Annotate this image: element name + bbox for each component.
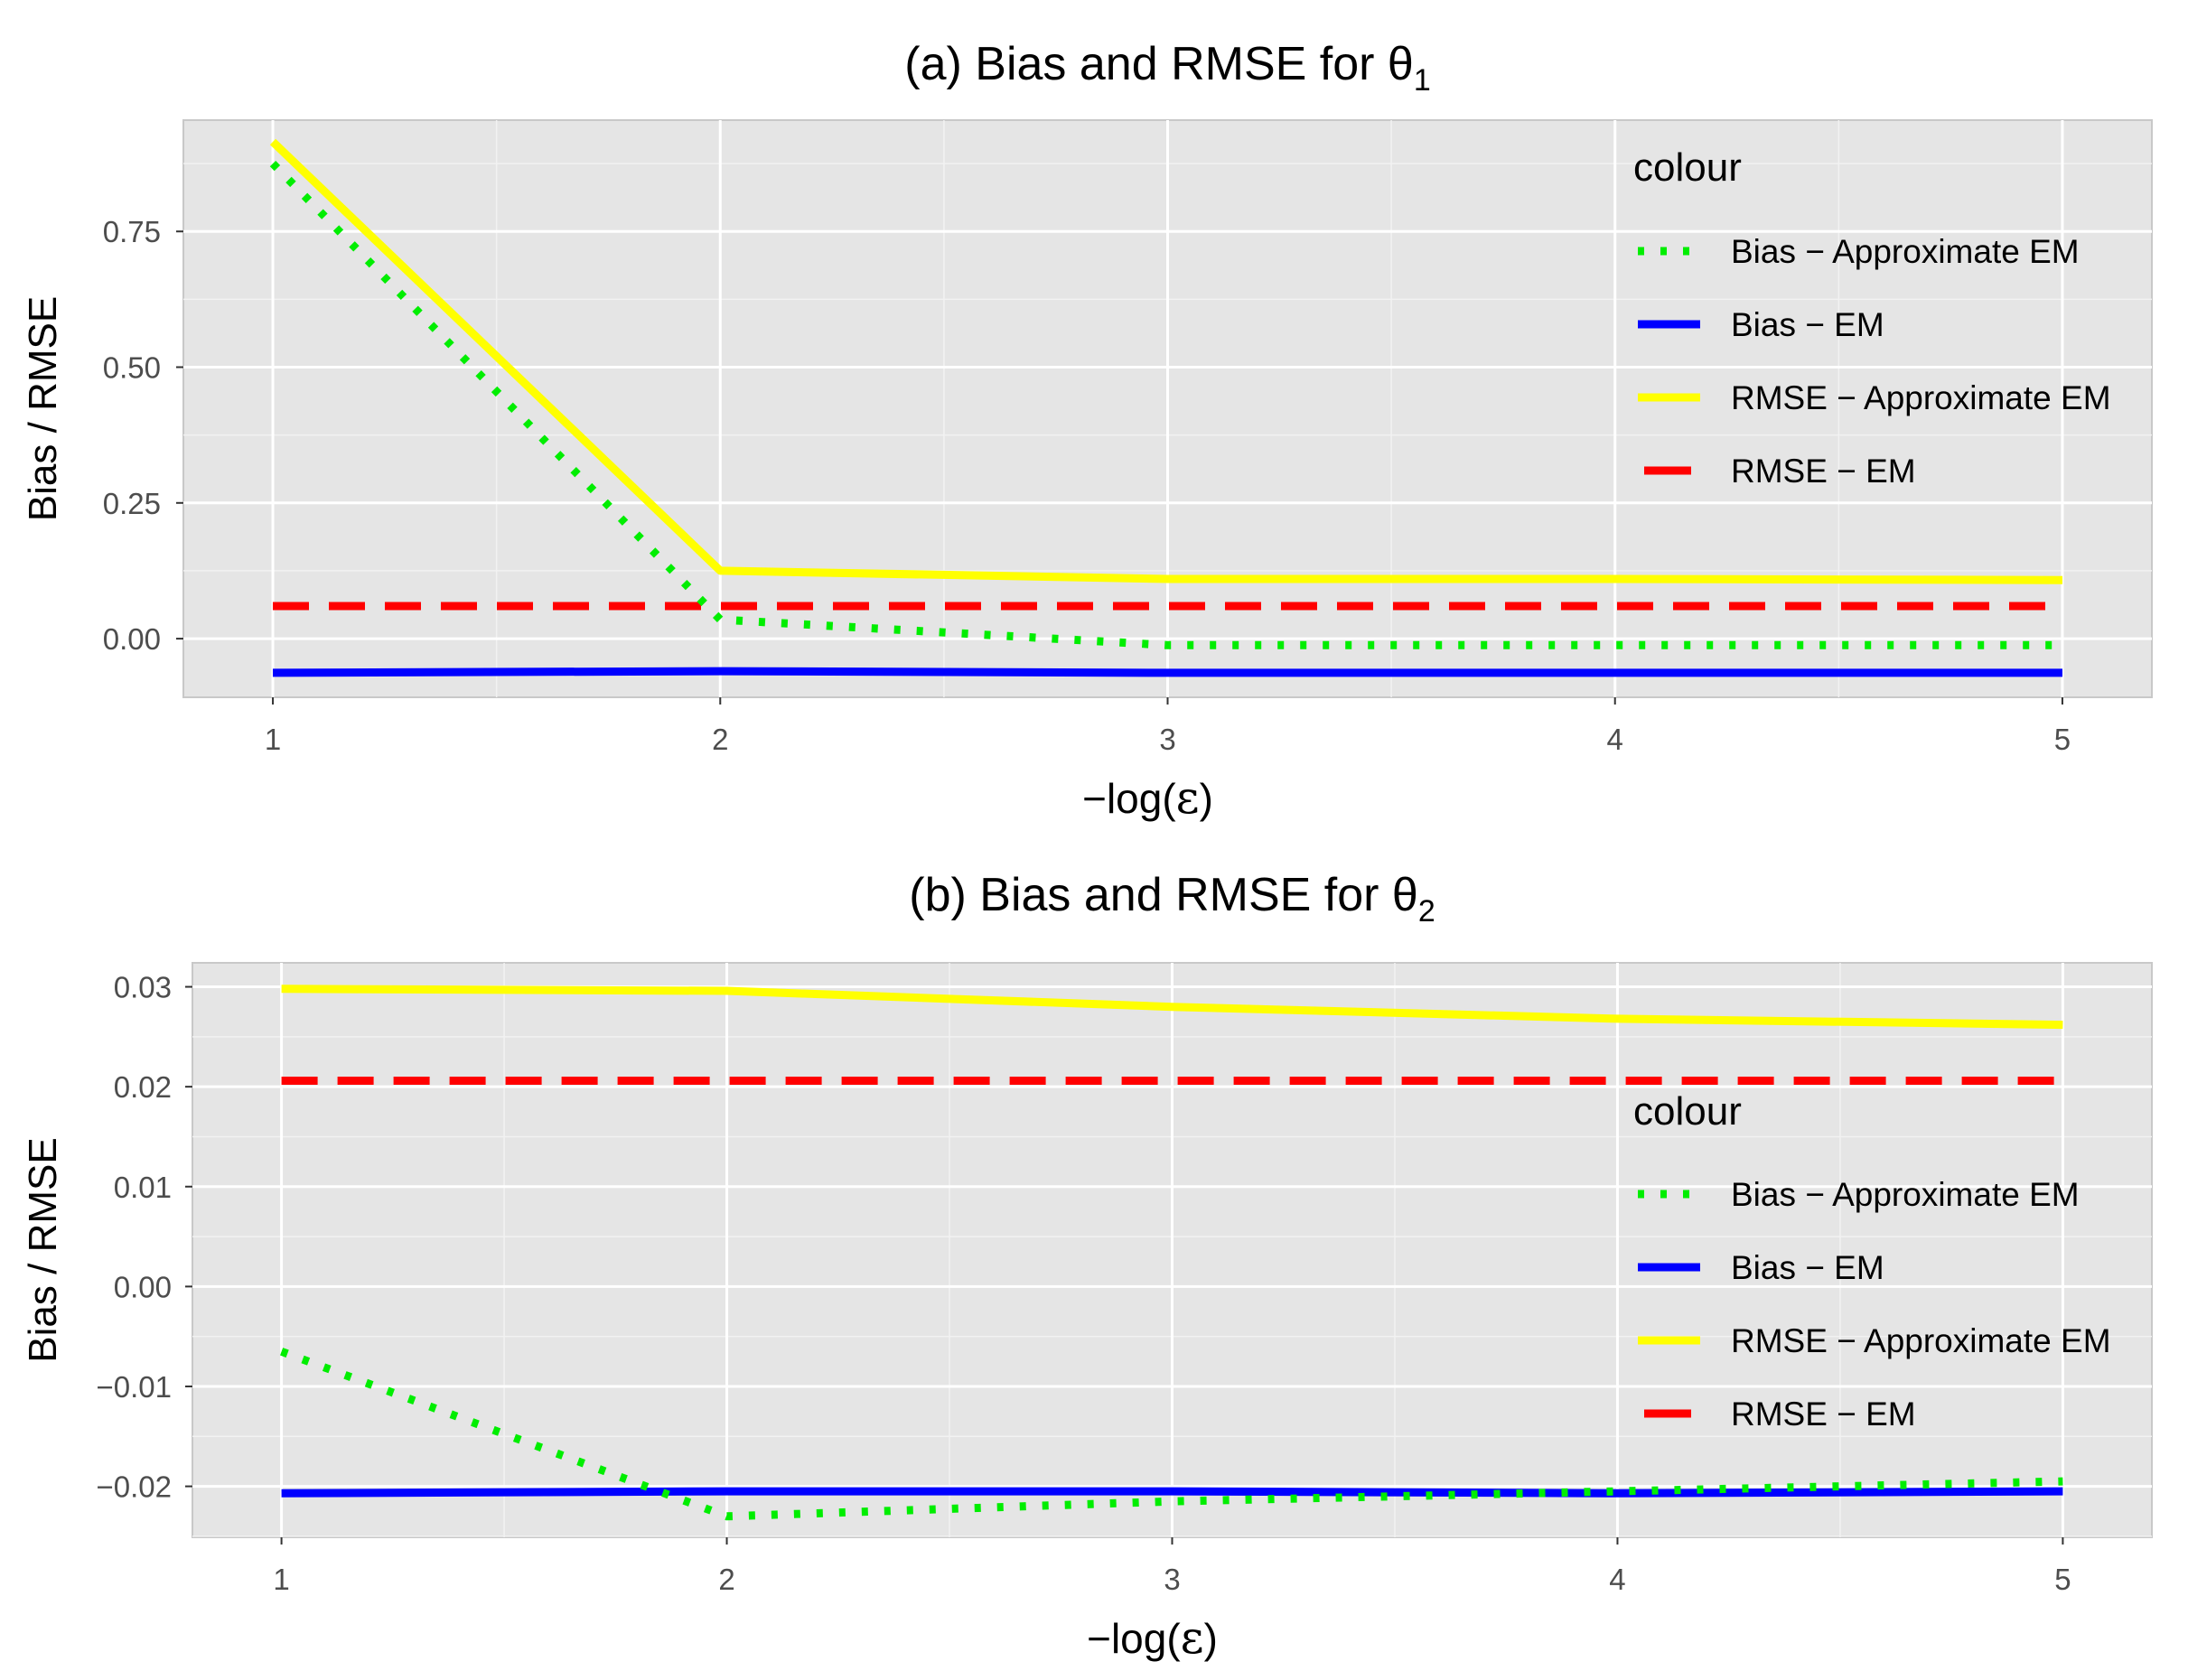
- x-axis-label-prefix: −log(: [1087, 1615, 1181, 1662]
- x-tick-label: 1: [273, 1563, 289, 1596]
- legend-label: Bias − Approximate EM: [1731, 1176, 2080, 1213]
- x-axis-label-prefix: −log(: [1082, 775, 1176, 822]
- legend-label: RMSE − Approximate EM: [1731, 1322, 2111, 1359]
- legend-label: Bias − EM: [1731, 1249, 1884, 1286]
- x-axis-label: −log(ε): [1082, 771, 1213, 824]
- legend-label: RMSE − Approximate EM: [1731, 379, 2111, 416]
- series-line-bias-approximate-em: [269, 160, 2062, 649]
- legend-label: RMSE − EM: [1731, 453, 1916, 490]
- y-tick-label: 0.00: [103, 622, 161, 656]
- x-tick-label: 5: [2054, 1563, 2071, 1596]
- legend: colour Bias − Approximate EM Bias − EM RMSE…: [1633, 1089, 2111, 1433]
- x-tick-label: 3: [1164, 1563, 1180, 1596]
- legend-label: Bias − Approximate EM: [1731, 233, 2080, 270]
- series-line-rmse-approximate-em: [281, 985, 2063, 1030]
- y-tick-label: −0.02: [97, 1470, 173, 1504]
- x-axis-label-symbol: ε: [1176, 771, 1200, 824]
- chart-title-main: (a) Bias and RMSE for θ: [904, 38, 1414, 90]
- series-line-bias-em: [272, 667, 2062, 677]
- chart-panel-b: −0.02 −0.01 0.00 0.01 0.02 0.03 1 2 3 4 5 (b) Bias …: [21, 869, 2153, 1664]
- series-line-bias-approximate-em: [280, 1348, 2063, 1521]
- x-axis-label-suffix: ): [1204, 1615, 1218, 1662]
- x-axis-label: −log(ε): [1087, 1611, 1218, 1664]
- legend-title: colour: [1633, 145, 1742, 190]
- x-axis-label-symbol: ε: [1181, 1611, 1204, 1664]
- chart-title-subscript: 1: [1414, 63, 1431, 98]
- y-tick-label: −0.01: [97, 1370, 173, 1404]
- legend: colour Bias − Approximate EM Bias − EM RMSE…: [1633, 145, 2111, 490]
- legend-label: Bias − EM: [1731, 306, 1884, 343]
- chart-title-main: (b) Bias and RMSE for θ: [909, 869, 1418, 921]
- y-tick-label: 0.25: [103, 487, 161, 520]
- x-tick-label: 4: [1607, 723, 1623, 756]
- y-tick-label: 0.00: [114, 1270, 172, 1303]
- x-tick-label: 5: [2054, 723, 2071, 756]
- x-tick-label: 2: [712, 723, 728, 756]
- y-tick-label: 0.02: [114, 1070, 172, 1104]
- chart-panel-a: 0.00 0.25 0.50 0.75 1 2 3 4 5 (a) Bias and RMSE f…: [21, 38, 2153, 824]
- y-tick-label: 0.01: [114, 1171, 172, 1204]
- y-axis-label: Bias / RMSE: [21, 1137, 65, 1362]
- legend-title: colour: [1633, 1089, 1742, 1134]
- chart-title: (a) Bias and RMSE for θ1: [904, 38, 1430, 98]
- series-line-bias-em: [281, 1487, 2063, 1498]
- x-axis-label-suffix: ): [1200, 775, 1213, 822]
- x-tick-label: 4: [1609, 1563, 1625, 1596]
- chart-title-subscript: 2: [1418, 894, 1435, 929]
- y-tick-label: 0.75: [103, 215, 161, 248]
- y-axis-label: Bias / RMSE: [21, 296, 65, 521]
- x-tick-label: 3: [1159, 723, 1175, 756]
- x-tick-label: 1: [265, 723, 281, 756]
- legend-label: RMSE − EM: [1731, 1395, 1916, 1433]
- chart-title: (b) Bias and RMSE for θ2: [909, 869, 1435, 929]
- y-tick-label: 0.50: [103, 351, 161, 385]
- y-tick-label: 0.03: [114, 971, 172, 1004]
- series-line-rmse-approximate-em: [269, 138, 2063, 584]
- x-tick-label: 2: [718, 1563, 734, 1596]
